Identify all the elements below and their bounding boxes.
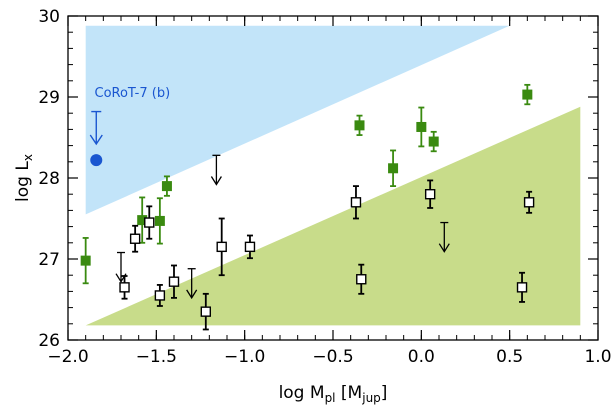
y-axis-label-sub: x [21, 154, 35, 161]
regions-layer [85, 25, 581, 326]
data-point-open-square [168, 276, 180, 287]
y-tick-label: 26 [38, 331, 60, 351]
x-axis-label: log Mpl [Mjup] [279, 383, 388, 405]
y-tick-label: 29 [38, 88, 60, 108]
data-point-filled-square [522, 89, 533, 100]
data-point-open-square [244, 241, 256, 253]
data-point-filled-square [154, 215, 165, 226]
data-point-open-square [424, 188, 436, 200]
region-green [85, 106, 581, 326]
x-tick-label: 0.0 [408, 347, 435, 367]
annotation-arrowhead [89, 134, 103, 146]
x-tick-label: −1.5 [136, 347, 177, 367]
data-point-open-square [523, 197, 535, 208]
data-point-open-square [516, 282, 528, 293]
upper-limit-arrowhead [186, 289, 198, 300]
data-point-open-square [154, 290, 166, 301]
y-axis-label-base: log L [13, 161, 33, 202]
x-axis-label-base: log M [279, 383, 325, 403]
x-axis-label-unit-open: [M [336, 383, 363, 403]
x-tick-label: −1.0 [224, 347, 265, 367]
data-point-open-square [129, 233, 141, 244]
data-point-filled-square [137, 215, 148, 226]
x-axis-label-unit-close: ] [381, 383, 388, 403]
y-tick-label: 27 [38, 250, 60, 270]
data-point-open-square [119, 282, 130, 293]
y-tick-label: 28 [38, 169, 60, 189]
data-point-filled-square [428, 136, 439, 147]
y-tick-label: 30 [38, 7, 60, 27]
x-tick-label: 1.0 [584, 347, 611, 367]
x-tick-label: −2.0 [47, 347, 88, 367]
data-point-filled-square [354, 120, 365, 131]
upper-limit-arrowhead [438, 243, 450, 253]
x-axis-label-unit-sub: jup [361, 391, 381, 405]
data-point-open-square [216, 241, 227, 253]
annotation-layer: CoRoT-7 (b) [89, 86, 171, 146]
data-point-open-square [356, 274, 367, 285]
data-point-corot-7b [90, 154, 103, 167]
data-point-filled-square [388, 163, 399, 174]
axes-layer: −2.0 −1.5 −1.0 −0.5 0.0 0.5 1.0 26 27 28 29 30 [38, 7, 611, 367]
x-tick-label: −0.5 [312, 347, 353, 367]
points-layer [80, 83, 535, 331]
annotation-corot-label: CoRoT-7 (b) [95, 86, 171, 101]
data-point-open-square [350, 197, 362, 208]
upper-limit-arrowhead [210, 176, 222, 186]
x-tick-label: 0.5 [496, 347, 523, 367]
region-blue [85, 25, 510, 215]
y-axis-label: log Lx [13, 154, 35, 202]
upper-limit-arrowhead [115, 273, 127, 283]
data-point-filled-square [161, 181, 172, 192]
data-point-filled-square [416, 121, 427, 132]
data-point-filled-square [80, 255, 91, 266]
data-point-open-square [144, 217, 155, 228]
data-point-open-square [200, 306, 212, 317]
x-axis-label-sub: pl [325, 391, 336, 405]
